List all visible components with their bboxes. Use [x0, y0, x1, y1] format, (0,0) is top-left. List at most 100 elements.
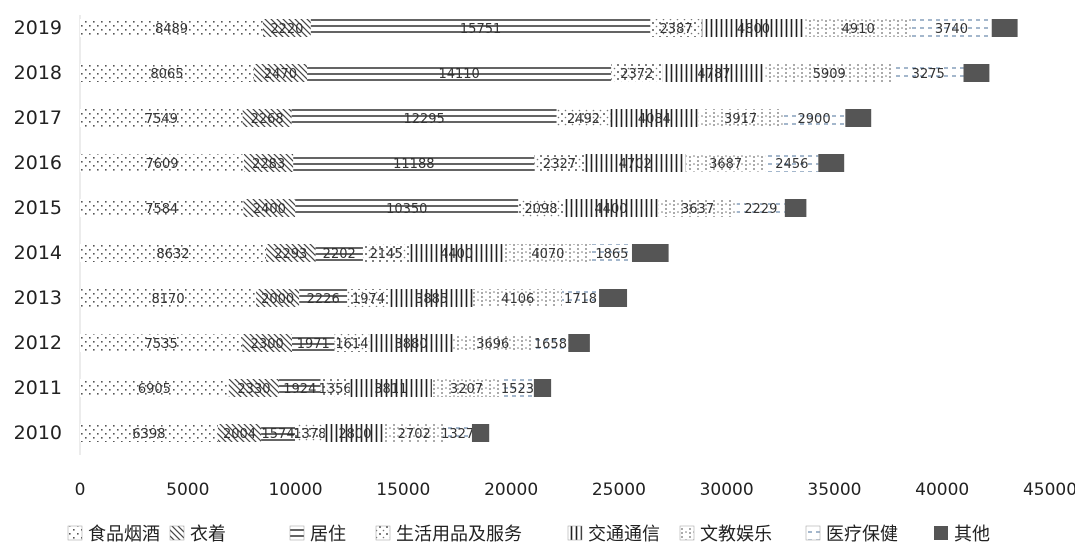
- data-label: 1378: [293, 427, 326, 442]
- legend-swatch-education: [679, 525, 695, 541]
- legend-label-other: 其他: [954, 524, 990, 545]
- bar-segment-food: [80, 154, 245, 172]
- legend-label-medical: 医疗保健: [826, 524, 898, 545]
- data-label: 3811: [374, 382, 407, 397]
- bar-segment-food: [80, 379, 229, 397]
- bar-segment-education: [658, 199, 737, 217]
- legend-swatch-household-goods: [375, 525, 391, 541]
- bar-segment-other: [845, 109, 872, 127]
- data-label: 4106: [501, 292, 534, 307]
- data-label: 3740: [935, 22, 968, 37]
- bar-segment-housing: [295, 199, 519, 217]
- bar-segment-transport: [324, 424, 386, 442]
- data-label: 2145: [370, 247, 403, 262]
- data-label: 7535: [145, 337, 178, 352]
- data-label: 8489: [155, 22, 188, 37]
- bar-segment-clothing: [253, 64, 308, 82]
- data-label: 2327: [543, 157, 576, 172]
- x-tick-label: 20000: [484, 480, 538, 500]
- legend-label-transport: 交通通信: [588, 524, 660, 545]
- bar-segment-medical: [736, 199, 785, 217]
- bar-segment-housing: [315, 244, 363, 262]
- y-axis-labels: 2019 2018 2017 2016 2015 2014 2013 2012 2011 2010: [14, 17, 62, 444]
- y-tick-label: 2015: [14, 197, 62, 219]
- bar-segment-household-goods: [611, 64, 663, 82]
- data-label: 2098: [524, 202, 557, 217]
- data-label: 2300: [251, 337, 284, 352]
- bar-segment-housing: [299, 289, 348, 307]
- bar-segment-clothing: [242, 109, 292, 127]
- bar-segment-other: [991, 19, 1018, 37]
- bar-segment-household-goods: [320, 379, 350, 397]
- x-tick-label: 5000: [166, 480, 209, 500]
- bar-segment-food: [80, 64, 254, 82]
- data-label: 4787: [697, 67, 730, 82]
- data-label: 1614: [335, 337, 368, 352]
- data-label: 2456: [775, 157, 808, 172]
- bar-segment-household-goods: [518, 199, 564, 217]
- bar-segment-other: [631, 244, 669, 262]
- data-label: 2293: [274, 247, 307, 262]
- data-label: 2387: [660, 22, 693, 37]
- data-label: 2800: [338, 427, 371, 442]
- data-label: 1971: [297, 337, 330, 352]
- bar-segment-transport: [349, 379, 432, 397]
- data-label: 1924: [283, 382, 316, 397]
- bar-segment-education: [504, 244, 592, 262]
- bar-segment-household-goods: [362, 244, 410, 262]
- legend-swatch-other: [934, 526, 948, 540]
- data-label: 1865: [595, 247, 628, 262]
- y-tick-label: 2011: [14, 377, 62, 399]
- data-label: 6905: [138, 382, 171, 397]
- bar-segment-other: [818, 154, 845, 172]
- bar-segment-education: [452, 334, 533, 352]
- y-tick-label: 2012: [14, 332, 62, 354]
- bar-segment-housing: [261, 424, 296, 442]
- y-tick-label: 2016: [14, 152, 62, 174]
- data-label: 1523: [501, 382, 534, 397]
- data-label: 6398: [132, 427, 165, 442]
- data-label: 11188: [393, 157, 434, 172]
- data-label: 4800: [737, 22, 770, 37]
- data-label: 2226: [307, 292, 340, 307]
- legend-label-household-goods: 生活用品及服务: [396, 524, 522, 545]
- y-tick-label: 2017: [14, 107, 62, 129]
- bar-segment-medical: [591, 244, 632, 262]
- bar-segment-medical: [765, 154, 819, 172]
- bar-segment-household-goods: [650, 19, 702, 37]
- bar-segment-education: [473, 289, 563, 307]
- x-tick-label: 15000: [376, 480, 430, 500]
- data-label: 14110: [438, 67, 479, 82]
- bar-segment-education: [698, 109, 783, 127]
- bar-segment-clothing: [217, 424, 262, 442]
- y-tick-label: 2019: [14, 17, 62, 39]
- bar-segment-household-goods: [534, 154, 585, 172]
- data-label: 2229: [744, 202, 777, 217]
- bar-segment-household-goods: [334, 334, 370, 352]
- data-label: 2372: [620, 67, 653, 82]
- data-label: 2220: [270, 22, 303, 37]
- data-label: 12295: [403, 112, 444, 127]
- data-label: 2400: [253, 202, 286, 217]
- bar-segment-food: [80, 199, 244, 217]
- bar-segment-medical: [501, 379, 534, 397]
- data-label: 7584: [145, 202, 178, 217]
- bar-segment-transport: [369, 334, 453, 352]
- bar-segment-medical: [443, 424, 472, 442]
- data-label: 4702: [619, 157, 652, 172]
- legend-label-housing: 居住: [310, 524, 346, 545]
- bar-segment-other: [568, 334, 590, 352]
- bar-segment-transport: [662, 64, 766, 82]
- data-label: 4400: [440, 247, 473, 262]
- legend-swatch-food: [67, 525, 83, 541]
- bar-segment-other: [784, 199, 807, 217]
- bar-segment-transport: [584, 154, 686, 172]
- data-label: 2702: [398, 427, 431, 442]
- x-tick-label: 25000: [592, 480, 646, 500]
- data-label: 1658: [534, 337, 567, 352]
- data-label: 8632: [156, 247, 189, 262]
- bar-segment-medical: [782, 109, 846, 127]
- bar-segment-transport: [389, 289, 474, 307]
- data-label: 3880: [395, 337, 428, 352]
